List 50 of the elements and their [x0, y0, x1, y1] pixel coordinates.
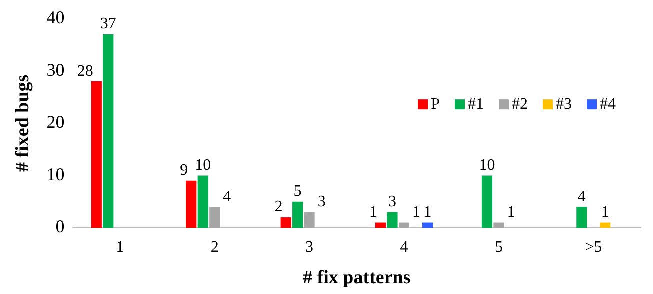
bar	[91, 82, 102, 228]
y-axis-title: # fixed bugs	[12, 74, 34, 172]
y-tick-label: 0	[56, 216, 65, 237]
data-label: 3	[388, 194, 397, 211]
data-label: 3	[318, 194, 326, 211]
bar	[304, 212, 315, 228]
bar	[494, 222, 504, 228]
y-tick-label: 20	[46, 112, 65, 132]
legend-label: #3	[556, 96, 572, 113]
data-label: 1	[412, 204, 421, 221]
data-label: 5	[294, 183, 302, 200]
bar	[198, 176, 208, 228]
data-label: 28	[77, 62, 94, 80]
data-label: 10	[479, 156, 496, 174]
bar	[482, 176, 492, 228]
legend-label: #2	[512, 96, 528, 113]
bar	[398, 222, 410, 228]
bar	[387, 212, 398, 228]
legend-label: #4	[600, 96, 616, 113]
bar	[292, 202, 304, 228]
data-label: 9	[180, 162, 188, 180]
bar	[600, 222, 611, 228]
data-label: 1	[507, 204, 516, 221]
y-tick-label: 30	[46, 60, 65, 80]
data-label: 10	[195, 156, 212, 174]
x-tick-label: 2	[210, 238, 219, 256]
y-tick-label: 10	[46, 164, 65, 184]
data-label: 1	[424, 204, 432, 221]
legend-label: P	[431, 96, 440, 113]
data-label: 4	[578, 188, 586, 206]
bar	[186, 180, 197, 228]
data-label: 2	[274, 198, 283, 216]
bar	[422, 222, 434, 228]
x-axis-title: # fix patterns	[303, 268, 411, 289]
bar	[375, 222, 386, 228]
bar	[280, 218, 292, 228]
x-tick-label: >5	[585, 238, 602, 256]
data-label: 4	[223, 188, 232, 206]
bar	[210, 207, 220, 228]
data-label: 1	[601, 204, 610, 221]
y-tick-label: 40	[46, 8, 65, 28]
x-tick-label: 3	[306, 238, 314, 256]
data-label: 1	[369, 204, 378, 221]
bar	[576, 207, 588, 228]
data-label: 37	[100, 16, 116, 33]
x-tick-label: 1	[116, 238, 124, 256]
bar	[103, 34, 114, 228]
legend-label: #1	[468, 96, 484, 113]
x-tick-label: 4	[400, 238, 408, 256]
x-tick-label: 5	[494, 238, 503, 256]
